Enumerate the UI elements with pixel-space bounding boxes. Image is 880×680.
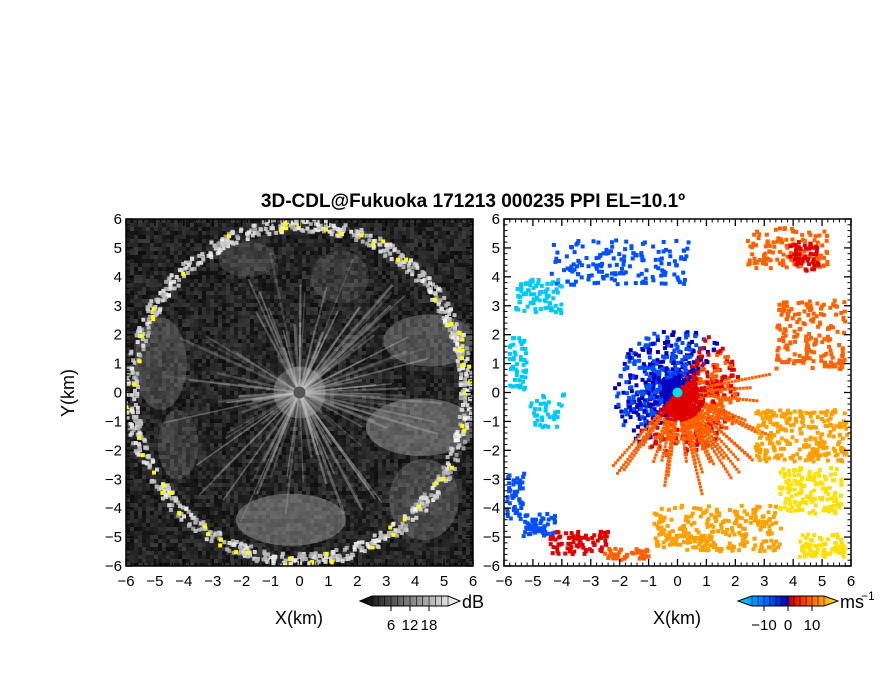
y-tick-label: 4 (114, 269, 122, 286)
x-tick-label: −6 (117, 573, 134, 590)
right-xlabel: X(km) (653, 608, 701, 628)
right-panel: −6−6 −5 −5 −4 −4 −3 −3 −2 −2 −1 −1 0 0 1 1 2 2 3 3 4 4 5 5 6 6 X… (483, 211, 855, 628)
left-noise-field (126, 219, 473, 566)
x-tick-label: −6 (495, 573, 512, 590)
left-colorbar-unit: dB (462, 592, 484, 612)
x-tick-label: 1 (702, 573, 710, 590)
y-tick-label: 2 (492, 327, 500, 344)
y-tick-label: 0 (492, 385, 500, 402)
y-tick-label: 4 (492, 269, 500, 286)
colorbar-tick-label: 10 (804, 617, 821, 634)
right-center-dot (672, 387, 683, 398)
x-tick-label: 2 (353, 573, 361, 590)
y-tick-label: −5 (105, 529, 122, 546)
y-tick-label: 5 (114, 240, 122, 257)
y-tick-label: 5 (492, 240, 500, 257)
y-tick-label: 3 (114, 298, 122, 315)
x-tick-label: −5 (524, 573, 541, 590)
y-tick-label: −5 (483, 529, 500, 546)
x-tick-label: −2 (611, 573, 628, 590)
x-tick-label: −2 (233, 573, 250, 590)
x-tick-label: 6 (847, 573, 855, 590)
right-ticks: −6−6 −5 −5 −4 −4 −3 −3 −2 −2 −1 −1 0 0 1 1 2 2 3 3 4 4 5 5 6 6 (483, 211, 855, 590)
right-colorbar-unit-sup: −1 (861, 589, 875, 603)
left-center-dot (293, 386, 306, 399)
x-tick-label: 4 (789, 573, 797, 590)
x-tick-label: −4 (553, 573, 570, 590)
x-tick-label: −1 (262, 573, 279, 590)
right-colorbar-unit: ms (840, 592, 864, 612)
y-tick-label: 1 (492, 356, 500, 373)
y-tick-label: −2 (105, 442, 122, 459)
x-tick-label: 6 (469, 573, 477, 590)
left-ylabel: Y(km) (58, 369, 78, 417)
chart-title: 3D-CDL@Fukuoka 171213 000235 PPI EL=10.1… (261, 191, 685, 212)
y-tick-label: −4 (483, 500, 500, 517)
colorbar-tick-label: −10 (751, 617, 776, 634)
y-tick-label: −6 (105, 558, 122, 575)
colorbar-tick-label: 12 (402, 617, 419, 634)
x-tick-label: −5 (146, 573, 163, 590)
x-tick-label: −4 (175, 573, 192, 590)
left-xlabel: X(km) (275, 608, 323, 628)
left-echo-patches (134, 242, 473, 546)
left-ticks: −6−6 −5 −5 −4 −4 −3 −3 −2 −2 −1 −1 0 0 1 1 2 2 3 3 4 4 5 5 6 6 (105, 211, 477, 590)
left-panel: −6−6 −5 −5 −4 −4 −3 −3 −2 −2 −1 −1 0 0 1 1 2 2 3 3 4 4 5 5 6 6 X… (58, 211, 477, 628)
x-tick-label: −3 (582, 573, 599, 590)
x-tick-label: 0 (295, 573, 303, 590)
y-tick-label: 6 (492, 211, 500, 228)
x-tick-label: 0 (673, 573, 681, 590)
y-tick-label: 0 (114, 385, 122, 402)
y-tick-label: 3 (492, 298, 500, 315)
y-tick-label: 6 (114, 211, 122, 228)
y-tick-label: −1 (483, 413, 500, 430)
y-tick-label: −6 (483, 558, 500, 575)
x-tick-label: 2 (731, 573, 739, 590)
colorbar-tick-label: 18 (421, 617, 438, 634)
x-tick-label: 5 (440, 573, 448, 590)
y-tick-label: −3 (483, 471, 500, 488)
right-colorbar: −10 0 10 ms −1 (736, 589, 875, 634)
left-colorbar: 6 12 18 dB (358, 592, 484, 634)
y-tick-label: −3 (105, 471, 122, 488)
x-tick-label: 4 (411, 573, 419, 590)
y-tick-label: −4 (105, 500, 122, 517)
colorbar-tick-label: 6 (387, 617, 395, 634)
y-tick-label: −2 (483, 442, 500, 459)
y-tick-label: 2 (114, 327, 122, 344)
x-tick-label: 1 (324, 573, 332, 590)
x-tick-label: −3 (204, 573, 221, 590)
x-tick-label: 3 (382, 573, 390, 590)
y-tick-label: −1 (105, 413, 122, 430)
x-tick-label: −1 (640, 573, 657, 590)
colorbar-tick-label: 0 (784, 617, 792, 634)
y-tick-label: 1 (114, 356, 122, 373)
x-tick-label: 5 (818, 573, 826, 590)
x-tick-label: 3 (760, 573, 768, 590)
